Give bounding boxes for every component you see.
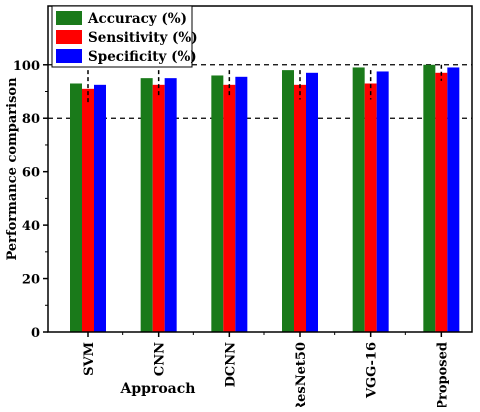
bar (435, 72, 448, 332)
legend-label: Specificity (%) (88, 49, 197, 65)
bar (94, 84, 106, 332)
bar (223, 84, 236, 332)
x-axis-label: Approach (120, 381, 196, 397)
bar (306, 72, 318, 332)
legend-label: Accuracy (%) (87, 11, 187, 27)
error-marks-layer (87, 64, 443, 103)
bar (211, 75, 224, 333)
y-tick-label: 20 (22, 273, 40, 288)
y-tick-label: 0 (31, 326, 40, 341)
y-axis-label: Performance comparison (5, 77, 20, 261)
axis-layer: 0 20 40 60 80 100 SVM CNN DCNN ResNet50 VGG-16 Prop… (13, 59, 450, 412)
y-tick-label: 100 (13, 59, 40, 74)
x-tick-label: SVM (82, 342, 97, 376)
legend-swatch (56, 49, 82, 63)
legend-label: Sensitivity (%) (88, 30, 198, 46)
y-tick-label: 40 (22, 219, 40, 234)
bar (152, 84, 165, 332)
bar (352, 67, 365, 332)
bar (140, 78, 153, 332)
plot-frame (47, 5, 473, 333)
x-tick-label: ResNet50 (294, 342, 309, 407)
legend: Accuracy (%) Sensitivity (%) Specificity (… (51, 5, 198, 68)
bar (364, 83, 377, 332)
x-tick-label: DCNN (223, 342, 238, 388)
x-tick-label: VGG-16 (365, 342, 380, 399)
bars-layer (70, 64, 460, 333)
bar (294, 84, 306, 332)
bar (164, 78, 177, 332)
bar (447, 67, 460, 332)
bar (423, 64, 436, 332)
bar (282, 70, 294, 332)
grid-layer (48, 64, 472, 119)
legend-swatch (56, 30, 82, 44)
bar (235, 76, 248, 332)
legend-swatch (56, 11, 82, 25)
y-tick-label: 60 (22, 166, 40, 181)
x-tick-label: Proposed (435, 342, 450, 407)
bar (376, 71, 389, 332)
y-tick-label: 80 (22, 112, 40, 127)
bar (82, 88, 94, 333)
bar (70, 83, 82, 332)
x-tick-label: CNN (153, 342, 168, 376)
